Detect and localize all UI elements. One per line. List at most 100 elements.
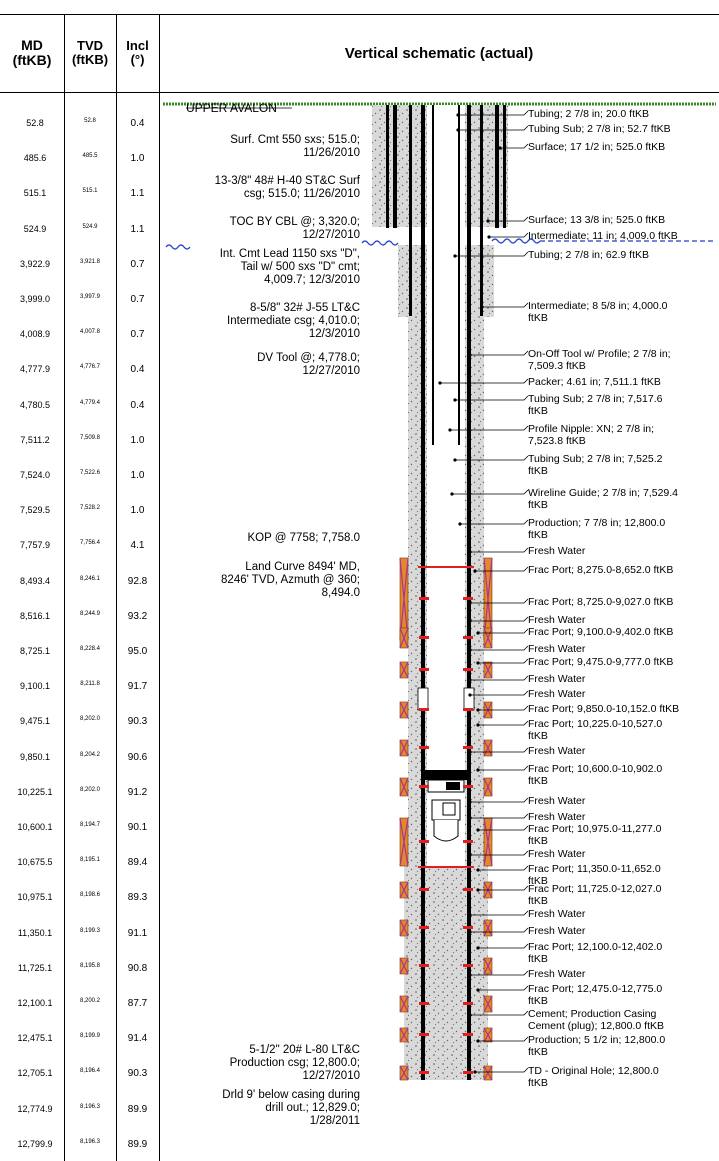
column-divider (116, 14, 117, 1161)
frac-port-cross (483, 995, 493, 1013)
survey-md-cell: 524.9 (23, 223, 47, 234)
right-annotation: Tubing Sub; 2 7/8 in; 7,525.2 ftKB (528, 453, 663, 477)
right-annotation: Intermediate; 8 5/8 in; 4,000.0 ftKB (528, 300, 668, 324)
survey-incl-cell: 89.4 (127, 857, 148, 869)
survey-incl-cell: 90.1 (127, 822, 148, 833)
leader-dot (476, 828, 480, 832)
tubing-left (432, 105, 434, 445)
left-annotation: 5-1/2" 20# L-80 LT&C Production csg; 12,… (229, 1044, 360, 1082)
left-annotation: Surf. Cmt 550 sxs; 515.0; 11/26/2010 (230, 134, 360, 159)
leader-line (455, 455, 529, 461)
surface-casing-right (503, 105, 506, 228)
wireline-guide (433, 820, 459, 842)
frac-seal-right (463, 1071, 473, 1074)
survey-md-cell: 515.1 (23, 188, 47, 199)
leader-line (489, 232, 529, 238)
leader-line (470, 547, 529, 553)
leader-dot (438, 381, 442, 385)
frac-port-cross (483, 1065, 493, 1081)
leader-dot (468, 750, 472, 754)
right-annotation: Fresh Water (528, 795, 586, 807)
dv-tool-right (463, 687, 475, 711)
intermediate-casing-left (409, 105, 412, 316)
leader-line (478, 628, 529, 634)
dv-tool-left (417, 687, 429, 711)
left-annotation: DV Tool @; 4,778.0; 12/27/2010 (257, 352, 360, 377)
survey-tvd-cell: 8,244.9 (79, 610, 101, 617)
survey-incl-cell: 1.0 (130, 505, 145, 517)
survey-incl-cell: 0.4 (130, 399, 145, 411)
survey-tvd-cell: 485.5 (82, 153, 98, 160)
survey-md-cell: 11,350.1 (17, 927, 53, 938)
leader-dot (468, 619, 472, 623)
leader-line (470, 927, 529, 933)
leader-line (452, 489, 529, 495)
survey-tvd-cell: 4,779.4 (79, 399, 101, 406)
survey-incl-cell: 0.7 (130, 329, 145, 341)
right-annotation: Production; 5 1/2 in; 12,800.0 ftKB (528, 1034, 666, 1058)
leader-dot (473, 569, 477, 573)
frac-port-cross (399, 1065, 409, 1081)
frac-seal-right (463, 1033, 473, 1036)
frac-seal-right (463, 708, 473, 711)
right-annotation: Profile Nipple: XN; 2 7/8 in; 7,523.8 ft… (528, 423, 655, 447)
leader-dot (468, 648, 472, 652)
survey-tvd-cell: 3,997.9 (79, 294, 101, 300)
conductor-right (495, 105, 499, 228)
frac-seal-left (419, 1071, 429, 1074)
frac-seal-right (463, 668, 473, 671)
frac-seal-left (419, 964, 429, 967)
frac-port-cross (399, 557, 409, 641)
leader-line (455, 251, 529, 257)
survey-incl-cell: 90.6 (127, 751, 148, 763)
leader-dot (487, 235, 491, 239)
frac-port-cross (399, 881, 409, 899)
leader-dot (473, 1070, 477, 1074)
production-casing-right (467, 105, 471, 1080)
leader-line (478, 985, 529, 991)
survey-incl-cell: 1.0 (130, 153, 145, 165)
leader-line (470, 797, 529, 803)
right-annotation: Fresh Water (528, 811, 586, 823)
tubing-right (458, 105, 460, 445)
leader-dot (476, 723, 480, 727)
survey-tvd-cell: 4,776.7 (79, 364, 101, 371)
survey-incl-cell: 0.4 (130, 364, 145, 376)
right-annotation: Fresh Water (528, 925, 586, 937)
right-annotation: Tubing; 2 7/8 in; 20.0 ftKB (528, 108, 650, 120)
right-annotation: Tubing Sub; 2 7/8 in; 52.7 ftKB (528, 123, 671, 135)
right-annotation: Fresh Water (528, 745, 586, 757)
survey-tvd-cell: 8,228.4 (79, 646, 101, 652)
frac-seal-right (463, 964, 473, 967)
survey-md-cell: 3,999.0 (19, 294, 51, 304)
right-annotation: Frac Port; 10,600.0-10,902.0 ftKB (528, 763, 663, 787)
header-bottom-rule (0, 92, 719, 93)
leader-line (470, 970, 529, 976)
survey-md-cell: 10,600.1 (17, 822, 53, 832)
survey-md-cell: 9,100.1 (19, 681, 51, 692)
leader-line (470, 747, 529, 753)
frac-seal-right (463, 746, 473, 749)
survey-md-cell: 10,225.1 (17, 786, 53, 797)
right-annotation: Frac Port; 10,975.0-11,277.0 ftKB (528, 823, 662, 847)
left-annotation: 8-5/8" 32# J-55 LT&C Intermediate csg; 4… (227, 302, 360, 340)
right-annotation: On-Off Tool w/ Profile; 2 7/8 in; 7,509.… (528, 348, 671, 372)
survey-md-cell: 8,493.4 (19, 575, 51, 586)
leader-line (458, 110, 529, 116)
surface-casing-left (386, 105, 389, 228)
survey-incl-cell: 0.4 (130, 118, 145, 129)
survey-tvd-cell: 8,246.1 (79, 575, 101, 582)
leader-line (440, 378, 529, 384)
survey-tvd-cell: 8,199.9 (79, 1033, 101, 1040)
right-annotation: Fresh Water (528, 848, 586, 860)
survey-tvd-cell: 3,921.8 (79, 258, 101, 265)
column-divider (64, 14, 65, 1161)
survey-tvd-cell: 8,196.3 (79, 1138, 101, 1145)
frac-port-cross (399, 777, 409, 797)
leader-line (478, 943, 529, 949)
leader-dot (476, 708, 480, 712)
right-annotation: TD - Original Hole; 12,800.0 ftKB (528, 1065, 659, 1089)
survey-md-cell: 485.6 (23, 153, 47, 164)
survey-md-cell: 12,774.9 (17, 1103, 53, 1114)
survey-tvd-cell: 7,509.8 (79, 434, 101, 441)
